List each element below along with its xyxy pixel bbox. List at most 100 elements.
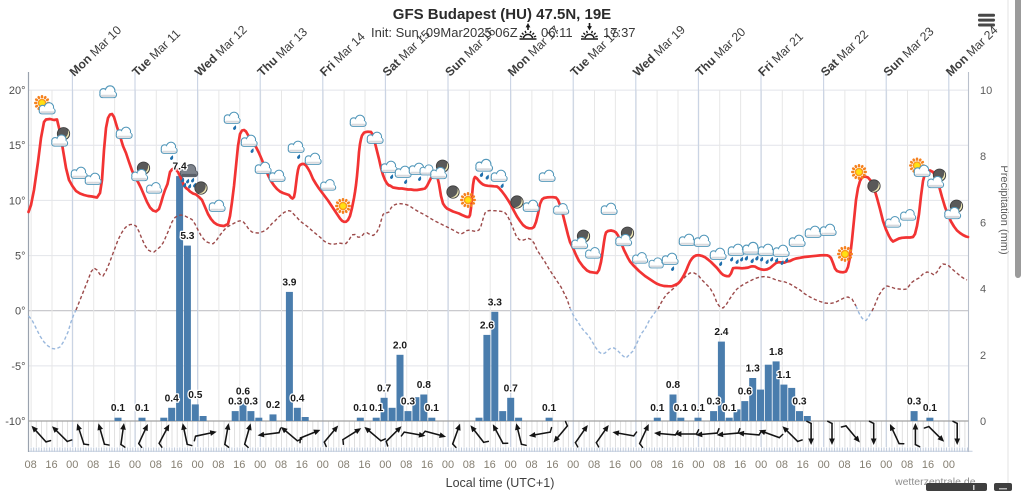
svg-text:0.5: 0.5 [188, 390, 202, 401]
svg-text:00: 00 [692, 459, 704, 471]
svg-text:08: 08 [338, 459, 350, 471]
svg-text:0.4: 0.4 [290, 393, 304, 404]
svg-text:10°: 10° [9, 195, 26, 207]
svg-text:00: 00 [66, 459, 78, 471]
svg-text:00: 00 [818, 459, 830, 471]
svg-text:-10°: -10° [5, 416, 25, 428]
svg-text:6: 6 [980, 217, 986, 229]
svg-text:3.9: 3.9 [282, 277, 296, 288]
svg-text:0.1: 0.1 [135, 403, 149, 414]
svg-text:10: 10 [980, 85, 992, 97]
svg-text:0.6: 0.6 [738, 387, 752, 398]
svg-text:2.6: 2.6 [480, 320, 494, 331]
svg-text:16: 16 [922, 459, 934, 471]
svg-text:5.3: 5.3 [180, 231, 194, 242]
svg-text:0.1: 0.1 [691, 403, 705, 414]
svg-text:0.4: 0.4 [165, 393, 179, 404]
svg-text:3.3: 3.3 [488, 297, 502, 308]
svg-text:0.1: 0.1 [650, 403, 664, 414]
svg-text:08: 08 [212, 459, 224, 471]
svg-text:1.8: 1.8 [769, 347, 783, 358]
svg-text:0.1: 0.1 [353, 403, 367, 414]
svg-text:1.3: 1.3 [746, 364, 760, 375]
svg-text:06:11: 06:11 [541, 25, 573, 40]
svg-text:08: 08 [651, 459, 663, 471]
svg-text:16: 16 [734, 459, 746, 471]
svg-text:00: 00 [943, 459, 955, 471]
svg-text:17:37: 17:37 [603, 25, 636, 40]
svg-text:00: 00 [129, 459, 141, 471]
svg-text:08: 08 [525, 459, 537, 471]
svg-text:Local time (UTC+1): Local time (UTC+1) [446, 476, 555, 490]
svg-text:16: 16 [859, 459, 871, 471]
svg-text:08: 08 [713, 459, 725, 471]
svg-text:08: 08 [588, 459, 600, 471]
svg-text:2.0: 2.0 [393, 340, 407, 351]
svg-text:0.1: 0.1 [923, 403, 937, 414]
svg-text:0.8: 0.8 [666, 380, 680, 391]
svg-text:16: 16 [358, 459, 370, 471]
svg-text:0.3: 0.3 [228, 397, 242, 408]
svg-text:00: 00 [254, 459, 266, 471]
svg-text:16: 16 [171, 459, 183, 471]
svg-text:00: 00 [442, 459, 454, 471]
svg-text:0.1: 0.1 [369, 403, 383, 414]
svg-text:Init: Sun, 09Mar2025 06Z: Init: Sun, 09Mar2025 06Z [371, 25, 518, 40]
svg-text:0.3: 0.3 [244, 397, 258, 408]
svg-text:GFS Budapest (HU) 47.5N, 19E: GFS Budapest (HU) 47.5N, 19E [393, 6, 611, 23]
svg-text:2: 2 [980, 350, 986, 362]
svg-text:16: 16 [797, 459, 809, 471]
svg-text:0: 0 [980, 416, 986, 428]
svg-text:0.7: 0.7 [377, 383, 391, 394]
svg-text:00: 00 [880, 459, 892, 471]
svg-text:0.1: 0.1 [542, 403, 556, 414]
svg-text:0.8: 0.8 [417, 380, 431, 391]
svg-text:08: 08 [24, 459, 36, 471]
svg-text:0°: 0° [15, 306, 26, 318]
svg-text:00: 00 [630, 459, 642, 471]
svg-text:0.1: 0.1 [425, 403, 439, 414]
svg-text:2.4: 2.4 [714, 327, 728, 338]
svg-text:08: 08 [776, 459, 788, 471]
svg-text:16: 16 [108, 459, 120, 471]
svg-text:15°: 15° [9, 140, 26, 152]
svg-text:16: 16 [45, 459, 57, 471]
svg-text:0.3: 0.3 [401, 397, 415, 408]
svg-text:16: 16 [421, 459, 433, 471]
svg-text:08: 08 [87, 459, 99, 471]
svg-text:0.3: 0.3 [792, 397, 806, 408]
svg-text:20°: 20° [9, 85, 26, 97]
svg-text:08: 08 [400, 459, 412, 471]
svg-text:Precipitation (mm): Precipitation (mm) [998, 165, 1010, 254]
svg-text:08: 08 [901, 459, 913, 471]
svg-text:0.2: 0.2 [266, 400, 280, 411]
svg-text:0.6: 0.6 [236, 387, 250, 398]
svg-text:0.1: 0.1 [674, 403, 688, 414]
svg-text:16: 16 [671, 459, 683, 471]
svg-text:7.4: 7.4 [173, 162, 187, 173]
svg-text:4: 4 [980, 284, 986, 296]
svg-text:00: 00 [567, 459, 579, 471]
svg-text:08: 08 [463, 459, 475, 471]
svg-text:0.3: 0.3 [707, 397, 721, 408]
svg-text:16: 16 [546, 459, 558, 471]
svg-text:00: 00 [504, 459, 516, 471]
svg-text:00: 00 [379, 459, 391, 471]
svg-text:16: 16 [233, 459, 245, 471]
svg-text:-5°: -5° [11, 361, 25, 373]
svg-text:08: 08 [275, 459, 287, 471]
svg-text:00: 00 [317, 459, 329, 471]
svg-text:0.1: 0.1 [722, 403, 736, 414]
svg-text:16: 16 [484, 459, 496, 471]
svg-text:00: 00 [755, 459, 767, 471]
svg-text:0.3: 0.3 [907, 397, 921, 408]
svg-text:5°: 5° [15, 251, 26, 263]
svg-text:0.7: 0.7 [504, 383, 518, 394]
svg-text:16: 16 [296, 459, 308, 471]
svg-text:16: 16 [609, 459, 621, 471]
svg-text:08: 08 [150, 459, 162, 471]
svg-text:8: 8 [980, 151, 986, 163]
svg-text:0.1: 0.1 [111, 403, 125, 414]
svg-text:1.1: 1.1 [777, 370, 791, 381]
svg-text:00: 00 [191, 459, 203, 471]
